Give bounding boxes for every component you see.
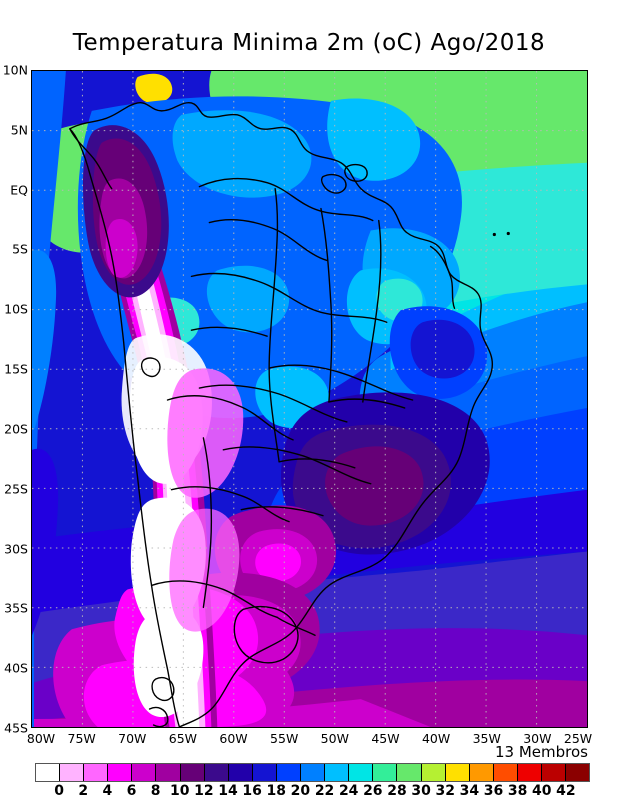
colorbar-swatches — [35, 763, 590, 782]
colorbar-swatch — [204, 764, 229, 781]
temperature-contour-map — [32, 71, 587, 727]
y-axis-tick: 30S — [4, 541, 28, 557]
colorbar-tick: 36 — [483, 783, 504, 799]
colorbar-tick: 18 — [266, 783, 287, 799]
colorbar-swatch — [493, 764, 518, 781]
colorbar-tick: 32 — [435, 783, 455, 799]
colorbar-swatch — [469, 764, 494, 781]
colorbar-swatch — [276, 764, 302, 781]
colorbar-tick: 16 — [242, 783, 262, 799]
colorbar-tick: 20 — [290, 783, 311, 799]
colorbar-swatch — [132, 764, 157, 781]
colorbar-tick: 34 — [459, 783, 480, 799]
y-axis-tick: 35S — [4, 600, 28, 616]
x-axis-tick: 55W — [270, 731, 299, 746]
colorbar-swatch — [445, 764, 470, 781]
colorbar-tick: 22 — [314, 783, 335, 799]
colorbar-swatch — [108, 764, 133, 781]
colorbar-tick: 4 — [102, 783, 113, 799]
colorbar-tick: 42 — [556, 783, 576, 799]
x-axis-tick: 65W — [168, 731, 198, 746]
x-axis-tick: 40W — [421, 731, 451, 746]
colorbar-tick: 38 — [507, 783, 528, 799]
y-axis-tick: 20S — [4, 421, 28, 437]
x-axis-tick: 35W — [472, 731, 501, 746]
colorbar-swatch — [421, 764, 446, 781]
y-axis-tick: 5S — [12, 241, 28, 257]
x-axis-tick: 25W — [563, 731, 593, 746]
y-axis-tick: 45S — [4, 720, 28, 736]
x-axis-tick: 80W — [26, 731, 56, 746]
x-axis-tick: 50W — [320, 731, 349, 746]
colorbar-tick: 26 — [363, 783, 383, 799]
y-axis-tick: 10N — [2, 62, 28, 78]
colorbar-swatch — [252, 764, 277, 781]
colorbar-tick: 0 — [54, 783, 64, 799]
colorbar-swatch — [373, 764, 398, 781]
y-axis-tick: 10S — [4, 301, 28, 317]
y-axis-tick: 15S — [4, 361, 28, 377]
ensemble-members-label: 13 Membros — [495, 743, 588, 761]
colorbar-swatch — [60, 764, 85, 781]
colorbar-swatch — [84, 764, 109, 781]
x-axis-tick: 45W — [371, 731, 400, 746]
colorbar-swatch — [228, 764, 253, 781]
colorbar-swatch — [325, 764, 350, 781]
colorbar-tick: 10 — [170, 783, 190, 799]
map-plot-area — [31, 70, 588, 728]
colorbar-swatch — [566, 764, 590, 781]
x-axis-tick: 75W — [67, 731, 96, 746]
colorbar-swatch — [180, 764, 205, 781]
colorbar-swatch — [397, 764, 422, 781]
x-axis-labels: 80W 75W 70W 65W 60W 55W 50W 45W 40W 35W 30W 25W — [27, 731, 592, 749]
colorbar-swatch — [541, 764, 567, 781]
colorbar-swatch — [349, 764, 374, 781]
colorbar-tick: 40 — [531, 783, 552, 799]
colorbar-tick: 12 — [194, 783, 214, 799]
page-title: Temperatura Minima 2m (oC) Ago/2018 — [72, 30, 546, 56]
y-axis-tick: EQ — [10, 182, 28, 198]
x-axis-tick: 30W — [523, 731, 552, 746]
colorbar-swatch — [156, 764, 181, 781]
x-axis-tick: 70W — [118, 731, 147, 746]
colorbar-tick: 2 — [78, 783, 89, 799]
colorbar-tick: 8 — [150, 783, 161, 799]
colorbar-tick: 6 — [126, 783, 137, 799]
colorbar-swatch — [301, 764, 326, 781]
x-axis-tick: 60W — [219, 731, 248, 746]
y-axis-tick: 25S — [4, 481, 28, 497]
y-axis-labels: 10N 5N EQ 5S 10S 15S 20S 25S 30S 35S 40S 45S — [0, 63, 28, 736]
colorbar-tick: 14 — [218, 783, 238, 799]
y-axis-tick: 40S — [4, 660, 28, 676]
colorbar-swatch — [36, 764, 61, 781]
colorbar-tick: 24 — [338, 783, 359, 799]
y-axis-tick: 5N — [10, 122, 28, 138]
colorbar-tick-labels: 0 2 4 6 8 10 12 14 16 18 20 22 24 26 28 30 32 34 36 38 40 42 — [35, 783, 590, 800]
colorbar-swatch — [517, 764, 542, 781]
colorbar-tick: 28 — [387, 783, 407, 799]
colorbar — [35, 763, 590, 782]
colorbar-tick: 30 — [411, 783, 431, 799]
